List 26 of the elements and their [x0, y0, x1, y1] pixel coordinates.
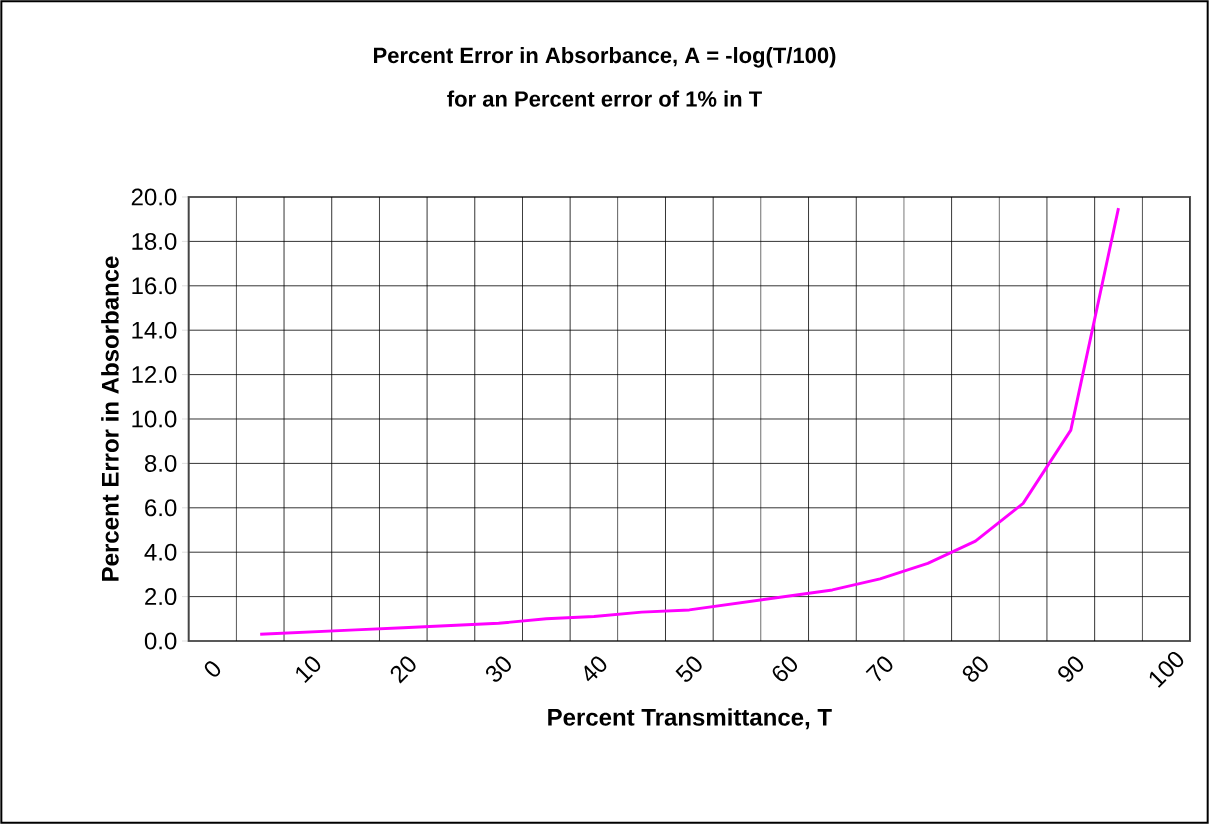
y-axis-title: Percent Error in Absorbance: [101, 256, 119, 581]
y-tick-label: 0.0: [144, 632, 177, 650]
y-tick-label: 18.0: [132, 232, 177, 250]
x-tick-label: 0: [204, 661, 221, 677]
chart-title: Percent Error in Absorbance, A = -log(T/100): [374, 47, 836, 68]
x-tick-label: 40: [584, 656, 607, 682]
y-tick-label: 2.0: [145, 588, 177, 606]
x-tick-label: 70: [865, 656, 893, 682]
x-axis-title: Percent Transmittance, T: [548, 708, 832, 730]
x-tick-label: 20: [390, 656, 416, 684]
x-tick-label: 80: [962, 656, 988, 682]
y-tick-label: 16.0: [132, 277, 177, 295]
x-tick-label: 10: [296, 656, 321, 683]
x-tick-label: 50: [675, 656, 702, 682]
x-tick-label: 90: [1058, 656, 1084, 682]
x-tick-label: 30: [485, 656, 511, 682]
y-tick-label: 20.0: [131, 188, 177, 206]
y-tick-label: 6.0: [145, 499, 177, 517]
y-tick-label: 14.0: [132, 321, 177, 339]
y-tick-label: 4.0: [144, 543, 177, 561]
y-tick-label: 8.0: [144, 454, 177, 472]
y-tick-label: 12.0: [132, 366, 177, 384]
x-tick-label: 100: [1149, 651, 1184, 688]
x-tick-label: 60: [772, 656, 798, 682]
chart-subtitle: for an Percent error of 1% in T: [447, 90, 762, 107]
y-tick-label: 10.0: [132, 410, 177, 428]
